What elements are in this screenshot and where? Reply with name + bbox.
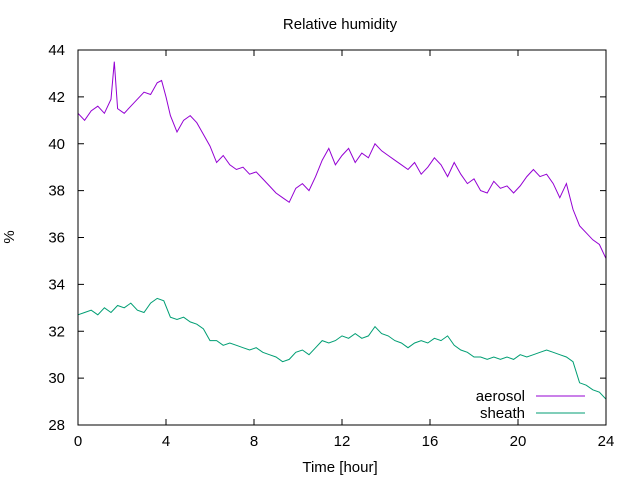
x-axis-label: Time [hour] (302, 459, 377, 476)
x-tick-label-2: 8 (250, 433, 258, 450)
x-tick-label-6: 24 (598, 433, 615, 450)
series-layer (77, 61, 607, 400)
y-tick-label-7: 42 (48, 89, 65, 106)
y-axis-label: % (1, 230, 18, 243)
y-tick-label-3: 34 (48, 276, 65, 293)
y-tick-label-8: 44 (48, 42, 65, 59)
y-tick-label-4: 36 (48, 230, 65, 247)
y-tick-label-6: 40 (48, 136, 65, 153)
y-tick-label-0: 28 (48, 417, 65, 434)
x-tick-label-1: 4 (162, 433, 170, 450)
x-tick-label-3: 12 (334, 433, 351, 450)
x-tick-label-5: 20 (510, 433, 527, 450)
y-tick-label-1: 30 (48, 370, 65, 387)
series-line-sheath (77, 297, 607, 400)
y-tick-label-5: 38 (48, 183, 65, 200)
plot-frame (77, 49, 607, 426)
x-tick-label-0: 0 (74, 433, 82, 450)
x-tick-label-4: 16 (422, 433, 439, 450)
legend-label-sheath: sheath (480, 405, 525, 422)
series-line-aerosol (77, 61, 607, 259)
chart-title: Relative humidity (283, 16, 398, 33)
y-tick-label-2: 32 (48, 323, 65, 340)
legend-label-aerosol: aerosol (476, 388, 525, 405)
